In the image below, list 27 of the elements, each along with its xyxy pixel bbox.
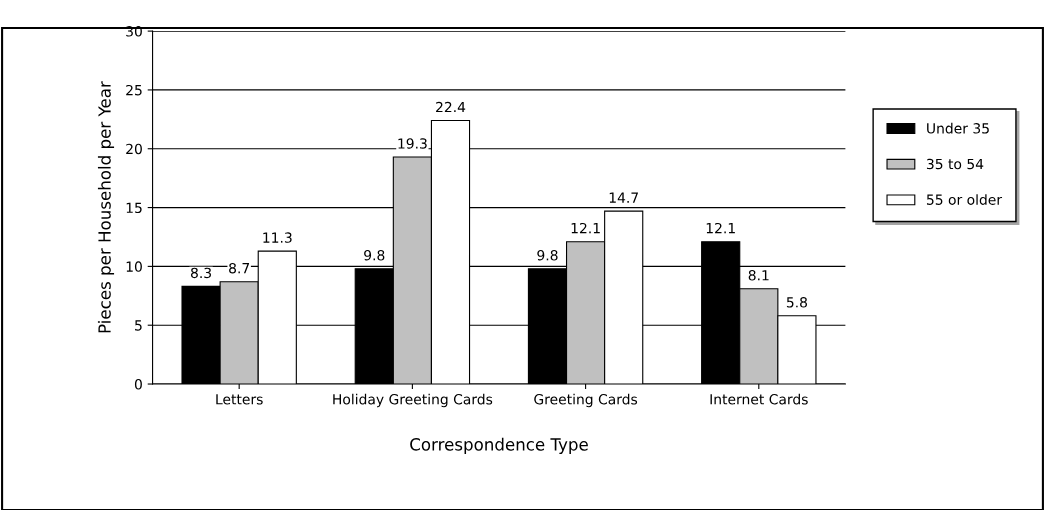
- data-label: 8.1: [748, 269, 769, 281]
- data-label: 19.3: [398, 138, 427, 149]
- legend-label: 35 to 54: [926, 158, 984, 170]
- y-tick-label: 10: [126, 261, 142, 272]
- y-tick-label: 25: [126, 84, 142, 96]
- y-tick-label: 5: [135, 320, 142, 331]
- data-label: 9.8: [364, 249, 385, 261]
- x-tick-label: Letters: [216, 394, 263, 405]
- legend-label: 55 or older: [926, 194, 1003, 205]
- y-axis-title: Pieces per Household per Year: [97, 81, 115, 333]
- data-label: 8.3: [190, 267, 211, 279]
- data-label: 14.7: [609, 192, 638, 203]
- y-tick-label: 20: [126, 143, 142, 155]
- data-label: 5.8: [786, 297, 807, 308]
- y-tick-label: 0: [134, 379, 142, 390]
- data-label: 22.4: [436, 101, 466, 113]
- x-tick-label: Greeting Cards: [534, 393, 638, 408]
- x-axis-title: Correspondence Type: [410, 437, 588, 454]
- data-label: 8.7: [229, 262, 250, 274]
- data-label: 12.1: [571, 222, 600, 234]
- y-tick-label: 15: [126, 202, 142, 214]
- legend-label: Under 35: [927, 122, 989, 134]
- data-label: 11.3: [263, 232, 292, 243]
- data-label: 12.1: [706, 222, 735, 234]
- x-tick-label: Internet Cards: [710, 393, 808, 405]
- x-tick-label: Holiday Greeting Cards: [333, 393, 493, 408]
- data-label: 9.8: [537, 249, 558, 261]
